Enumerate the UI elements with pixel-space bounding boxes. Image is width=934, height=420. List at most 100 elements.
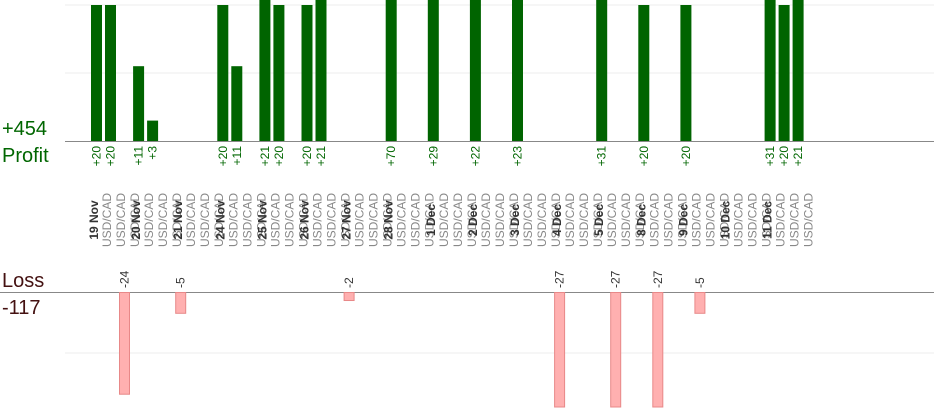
date-tick-label: 11 Dec bbox=[761, 201, 775, 239]
pair-tick-label: USD/CAD bbox=[549, 193, 563, 247]
loss-data-label: -27 bbox=[651, 270, 665, 288]
profit-data-label: +20 bbox=[272, 146, 286, 167]
date-tick-label: 5 Dec bbox=[592, 204, 606, 236]
pair-tick-label: USD/CAD bbox=[409, 193, 423, 247]
loss-data-label: -27 bbox=[609, 270, 623, 288]
date-tick-label: 2 Dec bbox=[466, 204, 480, 236]
profit-data-label: +20 bbox=[300, 146, 314, 167]
loss-data-label: -2 bbox=[342, 277, 356, 288]
profit-bar bbox=[91, 5, 102, 141]
profit-bar bbox=[469, 0, 481, 141]
pair-tick-label: USD/CAD bbox=[535, 193, 549, 247]
profit-bar bbox=[105, 5, 116, 141]
date-tick-label: 20 Nov bbox=[129, 200, 143, 240]
profit-data-label: +21 bbox=[791, 146, 805, 167]
pair-tick-label: USD/CAD bbox=[114, 193, 128, 247]
date-tick-label: 24 Nov bbox=[213, 200, 227, 240]
loss-label: Loss bbox=[2, 270, 45, 292]
pair-tick-label: USD/CAD bbox=[717, 193, 731, 247]
profit-data-label: +20 bbox=[637, 146, 651, 167]
loss-bar bbox=[175, 292, 187, 314]
profit-bar bbox=[301, 5, 313, 141]
pair-tick-label: USD/CAD bbox=[703, 193, 717, 247]
pair-tick-label: USD/CAD bbox=[282, 193, 296, 247]
pair-tick-label: USD/CAD bbox=[198, 193, 212, 247]
profit-data-label: +31 bbox=[595, 146, 609, 167]
date-tick-label: 9 Dec bbox=[676, 204, 690, 236]
pair-tick-label: USD/CAD bbox=[296, 193, 310, 247]
pair-tick-label: USD/CAD bbox=[100, 193, 114, 247]
loss-bar bbox=[694, 292, 706, 314]
pair-tick-label: USD/CAD bbox=[774, 193, 788, 247]
profit-bar bbox=[764, 0, 776, 141]
date-tick-label: 21 Nov bbox=[171, 200, 185, 240]
pair-tick-label: USD/CAD bbox=[746, 193, 760, 247]
loss-bar bbox=[119, 292, 130, 395]
profit-data-label: +20 bbox=[90, 146, 104, 167]
pair-tick-label: USD/CAD bbox=[226, 193, 240, 247]
pair-tick-label: USD/CAD bbox=[156, 193, 170, 247]
profit-bar bbox=[259, 0, 271, 141]
profit-bar bbox=[512, 0, 523, 141]
loss-data-label: -5 bbox=[693, 277, 707, 288]
pair-tick-label: USD/CAD bbox=[479, 193, 493, 247]
profit-data-label: +31 bbox=[763, 146, 777, 167]
pair-tick-label: USD/CAD bbox=[184, 193, 198, 247]
loss-bar bbox=[343, 292, 355, 302]
pair-tick-label: USD/CAD bbox=[437, 193, 451, 247]
pair-tick-label: USD/CAD bbox=[395, 193, 409, 247]
pair-tick-label: USD/CAD bbox=[732, 193, 746, 247]
profit-data-label: +11 bbox=[132, 146, 146, 166]
loss-bar bbox=[610, 292, 622, 408]
profit-data-label: +29 bbox=[426, 146, 440, 167]
date-tick-label: 10 Dec bbox=[719, 200, 733, 239]
profit-data-label: +21 bbox=[314, 146, 328, 167]
profit-data-label: +20 bbox=[679, 146, 693, 167]
profit-bar bbox=[273, 5, 285, 141]
loss-data-label: -27 bbox=[553, 270, 567, 288]
loss-total: -117 bbox=[2, 297, 41, 319]
pair-tick-label: USD/CAD bbox=[339, 193, 353, 247]
pair-tick-label: USD/CAD bbox=[367, 193, 381, 247]
profit-data-label: +20 bbox=[216, 146, 230, 167]
pair-tick-label: USD/CAD bbox=[493, 193, 507, 247]
pair-tick-label: USD/CAD bbox=[563, 193, 577, 247]
pair-tick-label: USD/CAD bbox=[605, 193, 619, 247]
profit-data-label: +11 bbox=[230, 146, 244, 166]
profit-bar bbox=[147, 120, 159, 141]
profit-bar bbox=[133, 66, 145, 141]
profit-bar bbox=[385, 0, 397, 141]
date-tick-label: 27 Nov bbox=[340, 200, 354, 240]
pair-tick-label: USD/CAD bbox=[521, 193, 535, 247]
pair-tick-label: USD/CAD bbox=[689, 193, 703, 247]
pair-tick-label: USD/CAD bbox=[254, 193, 268, 247]
pair-tick-label: USD/CAD bbox=[647, 193, 661, 247]
profit-data-label: +21 bbox=[258, 146, 272, 167]
profit-bar bbox=[680, 5, 692, 141]
pair-tick-label: USD/CAD bbox=[423, 193, 437, 247]
pair-tick-label: USD/CAD bbox=[311, 193, 325, 247]
pair-tick-label: USD/CAD bbox=[591, 193, 605, 247]
pair-tick-label: USD/CAD bbox=[170, 193, 184, 247]
loss-data-label: -5 bbox=[174, 277, 188, 288]
pair-tick-label: USD/CAD bbox=[465, 193, 479, 247]
profit-bar bbox=[778, 5, 790, 141]
pair-tick-label: USD/CAD bbox=[788, 193, 802, 247]
profit-label: Profit bbox=[2, 145, 49, 167]
profit-total: +454 bbox=[2, 118, 48, 140]
date-tick-label: 28 Nov bbox=[382, 200, 396, 240]
profit-data-label: +70 bbox=[384, 146, 398, 167]
date-tick-label: 3 Dec bbox=[508, 204, 522, 236]
profit-data-label: +20 bbox=[104, 146, 118, 167]
pair-tick-label: USD/CAD bbox=[240, 193, 254, 247]
pair-tick-label: USD/CAD bbox=[633, 193, 647, 247]
date-tick-label: 19 Nov bbox=[87, 200, 101, 240]
loss-bar bbox=[652, 292, 664, 408]
pair-tick-label: USD/CAD bbox=[802, 193, 816, 247]
date-tick-label: 26 Nov bbox=[298, 200, 312, 240]
date-tick-label: 1 Dec bbox=[424, 204, 438, 236]
profit-bar bbox=[217, 5, 229, 141]
pair-tick-label: USD/CAD bbox=[507, 193, 521, 247]
profit-bar bbox=[638, 5, 650, 141]
